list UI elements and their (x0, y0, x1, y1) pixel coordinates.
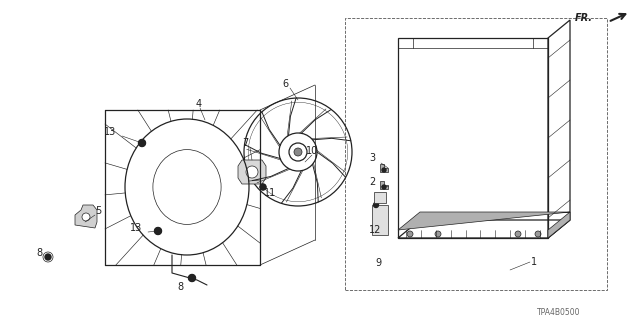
Text: 11: 11 (264, 188, 276, 198)
Circle shape (374, 203, 378, 207)
Text: 5: 5 (95, 206, 101, 216)
Text: 1: 1 (531, 257, 537, 267)
Circle shape (45, 254, 51, 260)
Bar (372, 205, 388, 235)
Polygon shape (398, 212, 570, 238)
Text: 6: 6 (282, 79, 288, 89)
Circle shape (246, 166, 258, 178)
Text: 12: 12 (369, 225, 381, 235)
Bar (345, 18, 607, 290)
Circle shape (515, 231, 521, 237)
Circle shape (435, 231, 441, 237)
Circle shape (382, 168, 386, 172)
Text: 8: 8 (177, 282, 183, 292)
Text: 8: 8 (36, 248, 42, 258)
Text: 2: 2 (369, 177, 375, 187)
Text: TPA4B0500: TPA4B0500 (536, 308, 580, 317)
Polygon shape (75, 205, 97, 228)
Text: 13: 13 (104, 127, 116, 137)
Circle shape (407, 231, 413, 237)
Text: 13: 13 (130, 223, 142, 233)
Circle shape (260, 184, 266, 190)
Text: FR.: FR. (575, 13, 593, 23)
Text: 3: 3 (369, 153, 375, 163)
Circle shape (138, 140, 145, 147)
Polygon shape (380, 164, 388, 172)
Circle shape (294, 148, 302, 156)
Text: 4: 4 (196, 99, 202, 109)
Circle shape (154, 228, 161, 235)
Text: 9: 9 (376, 258, 382, 268)
Circle shape (189, 275, 195, 282)
Circle shape (382, 185, 386, 189)
Text: 10: 10 (306, 146, 318, 156)
Circle shape (535, 231, 541, 237)
Text: 7: 7 (242, 138, 248, 148)
Bar (374, 192, 386, 203)
Polygon shape (238, 160, 266, 184)
Circle shape (82, 213, 90, 221)
Polygon shape (380, 181, 388, 189)
